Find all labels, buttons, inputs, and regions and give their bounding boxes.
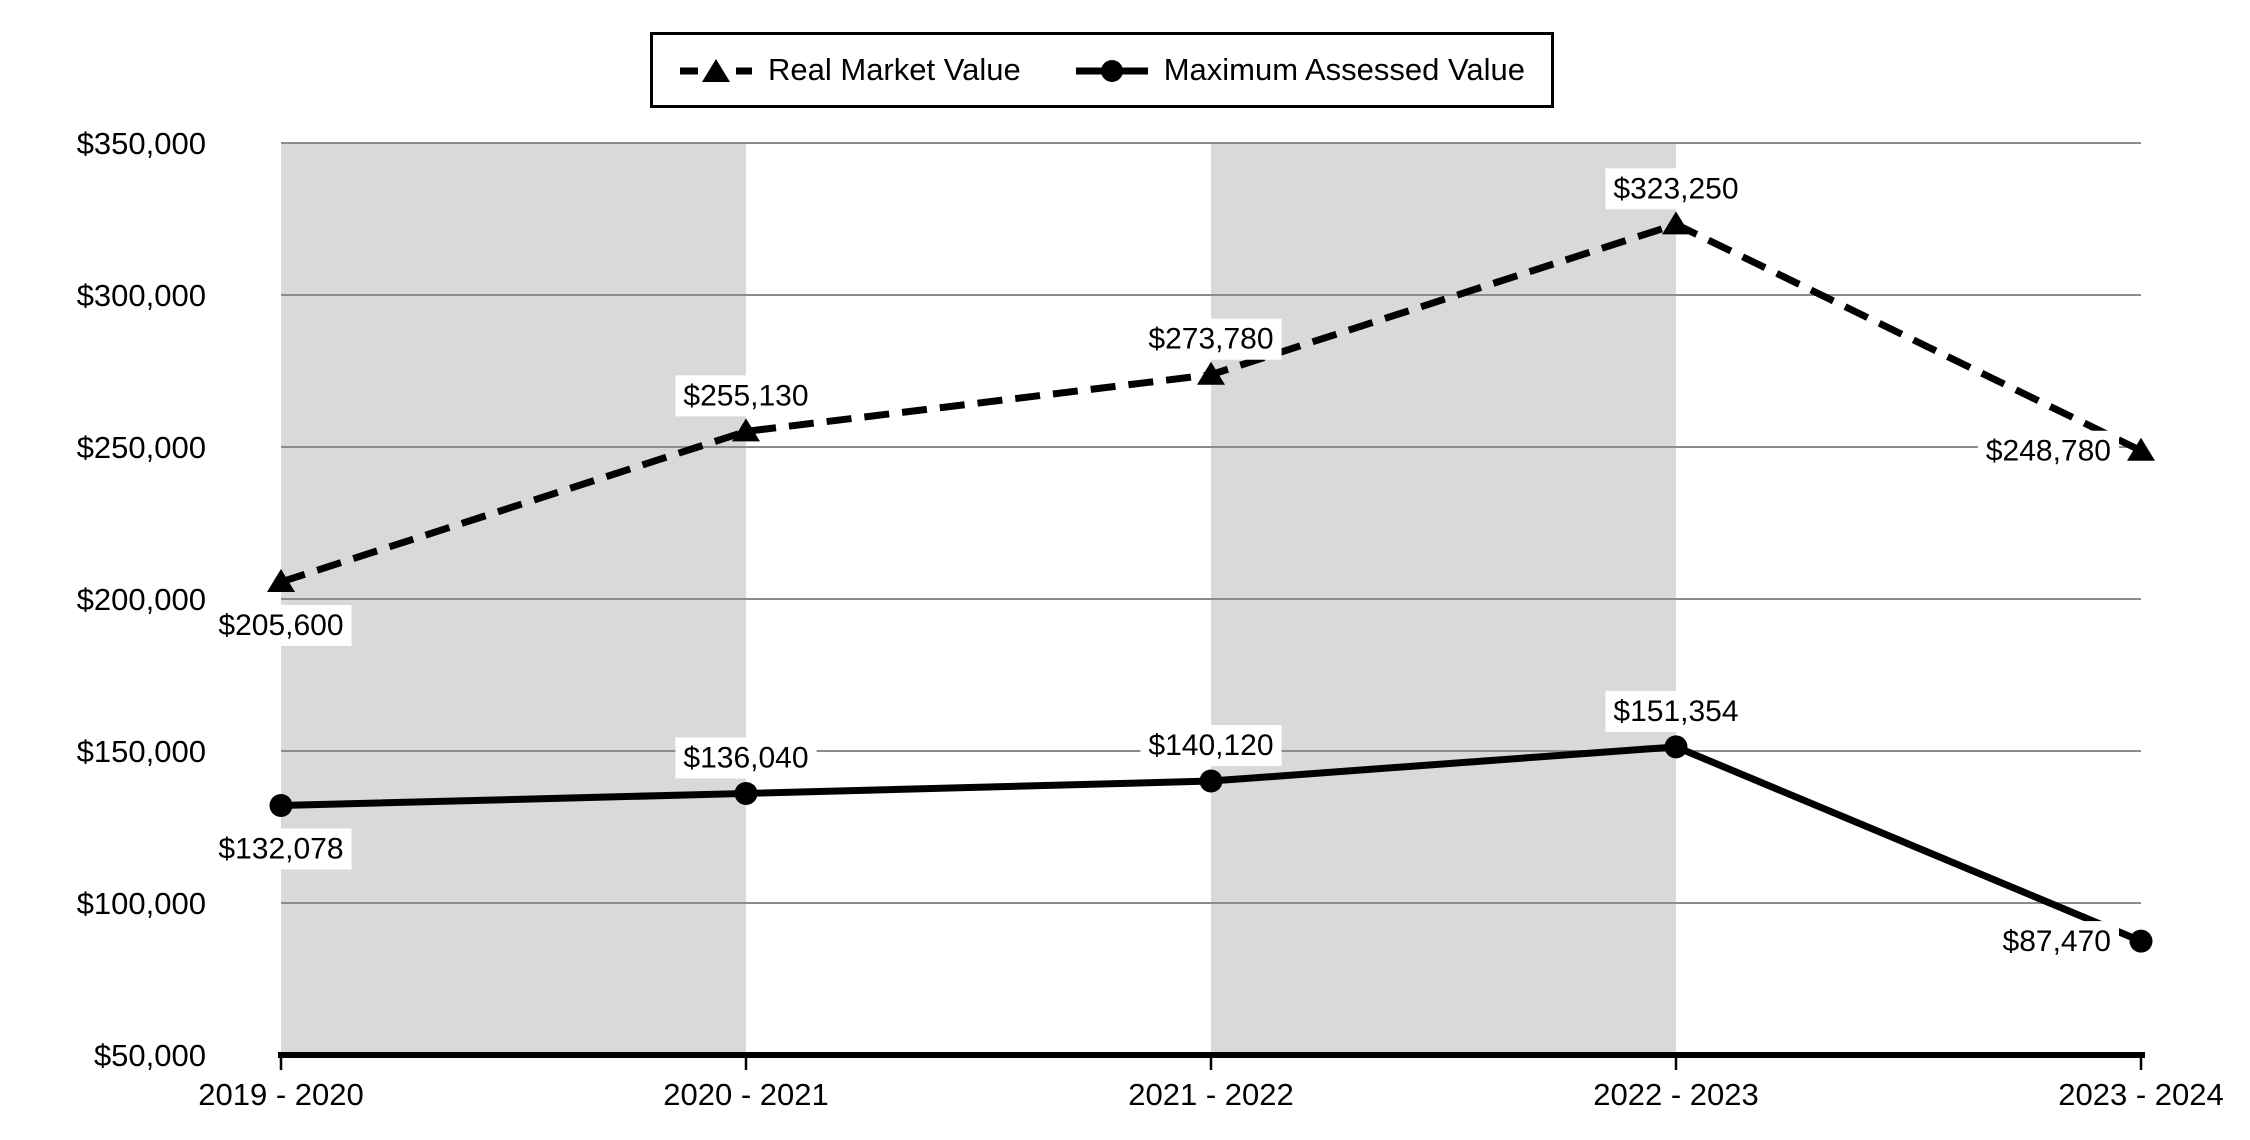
data-label-bg	[1994, 921, 2119, 963]
circle-marker	[2129, 929, 2153, 953]
triangle-marker	[2127, 437, 2155, 461]
x-axis-tick	[1674, 1058, 1678, 1070]
data-label: $273,780	[1148, 323, 1273, 356]
data-label-bg	[1977, 430, 2119, 472]
x-axis-tick-label: 2023 - 2024	[2058, 1077, 2223, 1112]
x-axis-line	[278, 1052, 2145, 1058]
x-axis-tick	[279, 1058, 283, 1070]
legend-label-real-market-value: Real Market Value	[768, 52, 1021, 87]
x-axis-tick-label: 2021 - 2022	[1128, 1077, 1293, 1112]
y-axis-tick-label: $350,000	[77, 126, 206, 161]
x-axis-tick	[744, 1058, 748, 1070]
data-label: $140,120	[1148, 729, 1273, 762]
y-axis-tick-label: $200,000	[77, 582, 206, 617]
x-axis-tick-label: 2022 - 2023	[1593, 1077, 1758, 1112]
data-label: $205,600	[218, 609, 343, 642]
y-axis-tick-label: $300,000	[77, 278, 206, 313]
x-axis-tick	[2139, 1058, 2143, 1070]
x-axis-tick	[1209, 1058, 1213, 1070]
data-label-bg	[1605, 690, 1747, 732]
triangle-marker	[732, 418, 760, 442]
triangle-marker	[1197, 361, 1225, 385]
data-label: $248,780	[1986, 435, 2111, 468]
y-axis-tick-label: $250,000	[77, 430, 206, 465]
y-axis-tick-label: $150,000	[77, 734, 206, 769]
x-axis-tick-label: 2019 - 2020	[198, 1077, 363, 1112]
data-label-bg	[1140, 318, 1282, 360]
legend-label-maximum-assessed-value: Maximum Assessed Value	[1163, 52, 1525, 87]
legend-item-maximum-assessed-value: Maximum Assessed Value	[1075, 52, 1525, 88]
y-axis-tick-label: $100,000	[77, 886, 206, 921]
circle-marker	[269, 793, 293, 817]
shaded-band	[281, 142, 746, 1052]
y-axis-tick-label: $50,000	[94, 1038, 206, 1073]
data-label-bg	[675, 375, 817, 417]
shaded-band	[1211, 142, 1676, 1052]
data-label: $87,470	[2003, 925, 2111, 958]
circle-marker	[1664, 735, 1688, 759]
data-label-bg	[675, 737, 817, 779]
data-label-bg	[210, 604, 352, 646]
dashed-line-triangle-icon	[680, 59, 752, 82]
data-label: $151,354	[1613, 695, 1738, 728]
data-label: $132,078	[218, 832, 343, 865]
legend: Real Market Value Maximum Assessed Value	[650, 32, 1554, 108]
triangle-marker	[1662, 211, 1690, 235]
circle-marker	[1199, 769, 1223, 793]
data-label: $136,040	[683, 741, 808, 774]
data-label: $255,130	[683, 379, 808, 412]
data-label-bg	[1605, 168, 1747, 210]
legend-item-real-market-value: Real Market Value	[679, 52, 1021, 88]
data-label: $323,250	[1613, 172, 1738, 205]
x-axis-tick-label: 2020 - 2021	[663, 1077, 828, 1112]
solid-line-circle-icon	[1075, 60, 1148, 82]
data-label-bg	[1140, 725, 1282, 767]
data-label-bg	[210, 828, 352, 870]
triangle-marker	[267, 568, 295, 592]
circle-marker	[734, 781, 758, 805]
